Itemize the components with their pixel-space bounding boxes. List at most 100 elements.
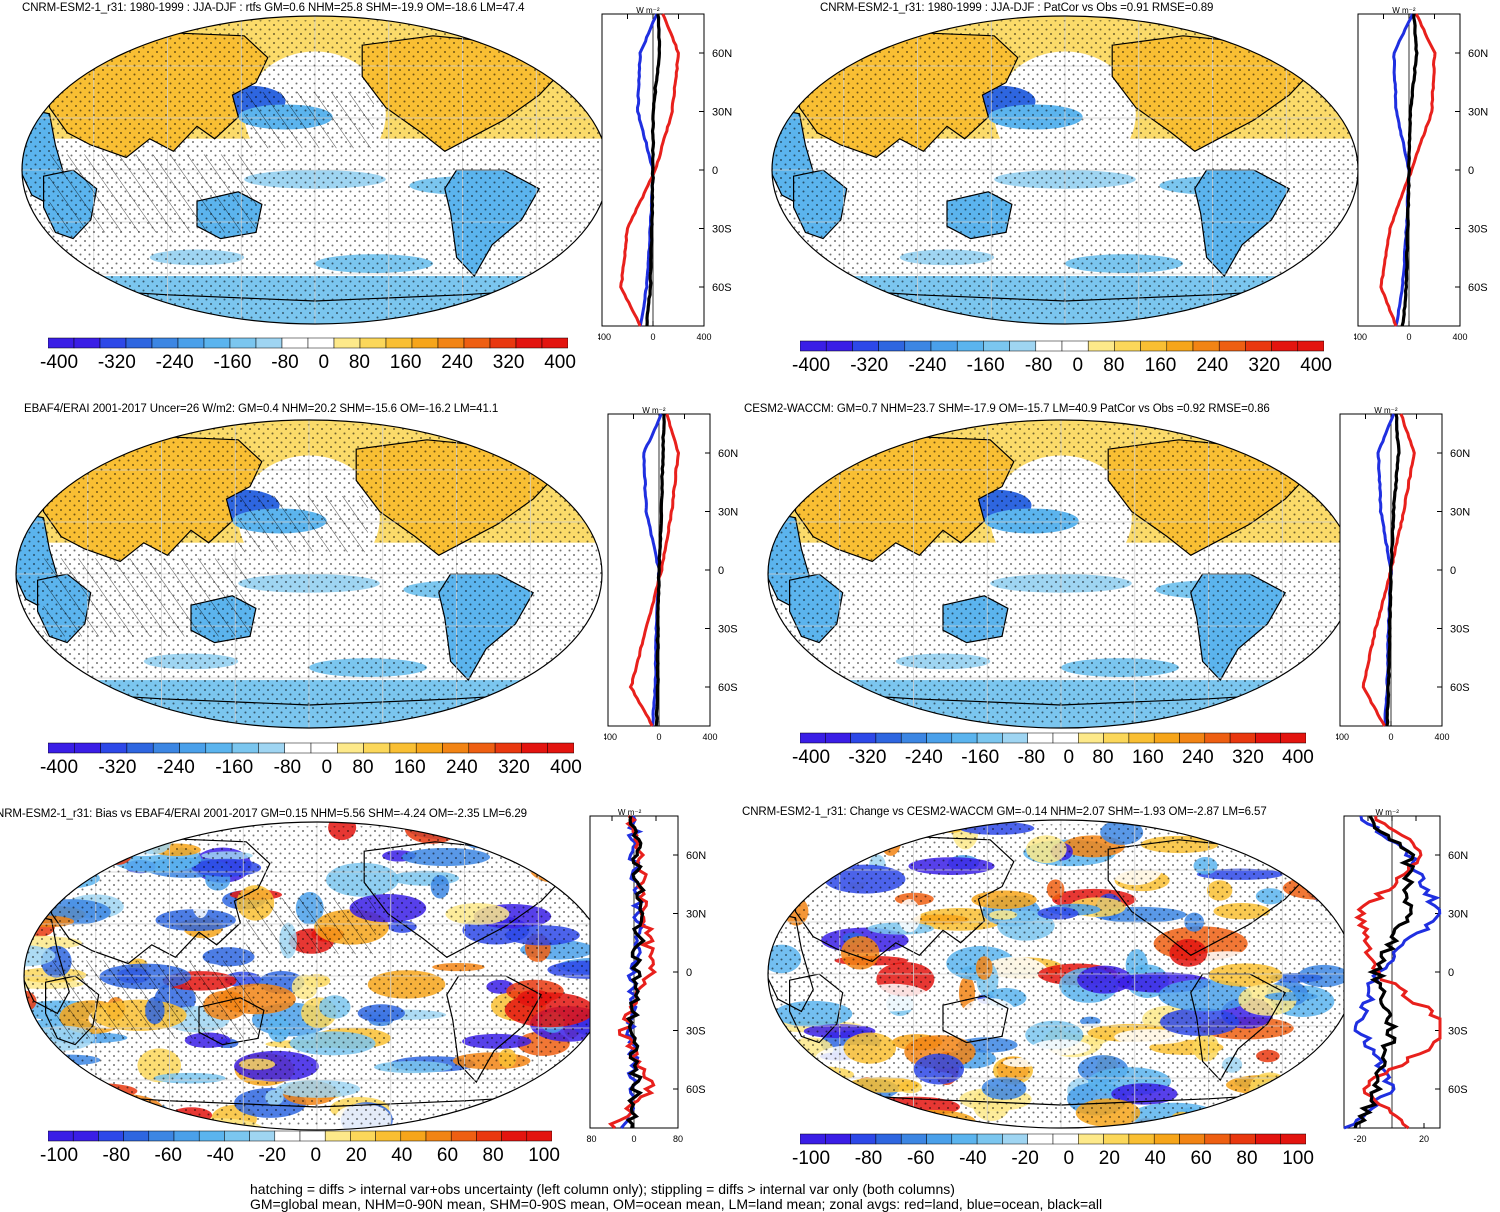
- zonal-x-tick-label: 0: [1406, 332, 1411, 342]
- colorbar-swatch: [800, 340, 827, 352]
- colorbar-swatch: [825, 1133, 851, 1145]
- panel-title: NRM-ESM2-1_r31: Bias vs EBAF4/ERAI 2001-…: [0, 808, 527, 820]
- colorbar-swatch: [359, 337, 387, 349]
- panel-title: CNRM-ESM2-1_r31: Change vs CESM2-WACCM G…: [742, 806, 1267, 818]
- zonal-average-plot: W m⁻² 60N 30N 0 30S 60S -20 20: [1343, 808, 1468, 1144]
- zonal-lat-label: 30S: [686, 1026, 706, 1038]
- colorbar-labels: -100 -80 -60 -40 -20 0 20 40 60 80 100: [40, 1145, 560, 1167]
- colorbar-swatch: [258, 742, 285, 754]
- zonal-lat-label: 60S: [718, 682, 738, 694]
- colorbar-swatch: [411, 337, 439, 349]
- colorbar-swatch: [1153, 732, 1180, 744]
- zonal-lat-label: 0: [1450, 565, 1456, 577]
- colorbar-labels: -100 -80 -60 -40 -20 0 20 40 60 80 100: [792, 1148, 1314, 1170]
- colorbar-swatch: [151, 337, 179, 349]
- colorbar-label: 320: [1232, 747, 1264, 768]
- colorbar-swatch: [1087, 340, 1115, 352]
- colorbar-swatch: [800, 732, 826, 744]
- colorbar-swatch: [148, 1130, 175, 1142]
- colorbar-swatch: [976, 732, 1003, 744]
- colorbar-swatch: [126, 742, 154, 754]
- colorbar-swatch: [800, 1133, 826, 1145]
- colorbar-swatch: [476, 1130, 502, 1142]
- colorbar-swatch: [324, 1130, 351, 1142]
- colorbar-swatch: [463, 337, 491, 349]
- zonal-x-tick-label: 0: [650, 332, 655, 342]
- colorbar-label: 0: [1063, 1148, 1075, 1169]
- colorbar-swatch: [515, 337, 543, 349]
- colorbar-swatch: [1245, 340, 1272, 352]
- colorbar-label: -400: [792, 355, 831, 376]
- zonal-average-plot: W m⁻² 60N 30N 0 30S 60S -80 0 80: [586, 808, 706, 1144]
- colorbar-swatch: [450, 1130, 477, 1142]
- colorbar-swatch: [177, 337, 205, 349]
- zonal-x-tick-label: 400: [696, 332, 711, 342]
- colorbar-label: 400: [1300, 355, 1332, 376]
- colorbar-label: -320: [98, 757, 137, 778]
- colorbar-labels: -400 -320 -240 -160 -80 0 80 160 240 320 400: [792, 747, 1314, 769]
- colorbar-label: 160: [1131, 747, 1164, 768]
- map-plot: [771, 15, 1359, 325]
- colorbar-swatch: [1103, 1133, 1130, 1145]
- zonal-land-line: [619, 13, 680, 327]
- colorbar-swatch: [437, 337, 465, 349]
- colorbar-swatch: [1192, 340, 1220, 352]
- colorbar-swatch: [179, 742, 207, 754]
- zonal-lat-label: 60N: [1450, 448, 1470, 460]
- colorbar-label: 80: [348, 352, 370, 373]
- zonal-lat-label: 30N: [1468, 107, 1488, 119]
- colorbar-swatch: [173, 1130, 200, 1142]
- colorbar-label: -60: [906, 1148, 935, 1169]
- colorbar-label: -100: [40, 1145, 79, 1166]
- colorbar-label: 0: [321, 757, 333, 778]
- zonal-all-line: [645, 13, 662, 327]
- colorbar-swatch: [385, 337, 413, 349]
- colorbar-labels: -400 -320 -240 -160 -80 0 80 160 240 320 400: [40, 352, 576, 374]
- colorbar-swatch: [1078, 732, 1104, 744]
- zonal-lat-label: 60S: [686, 1084, 706, 1096]
- colorbar-swatch: [875, 1133, 902, 1145]
- zonal-all-line: [654, 413, 666, 727]
- colorbar-swatch: [205, 742, 233, 754]
- colorbar-swatch: [930, 340, 958, 352]
- colorbar-label: 100: [1282, 1148, 1314, 1169]
- colorbar-swatch: [203, 337, 231, 349]
- colorbar-swatch: [983, 340, 1010, 352]
- colorbar-label: -100: [792, 1148, 831, 1169]
- colorbar-label: 160: [393, 757, 426, 778]
- zonal-lat-label: 30N: [686, 909, 706, 921]
- zonal-unit-label: W m⁻²: [1392, 6, 1416, 15]
- colorbar-swatch: [48, 337, 75, 349]
- colorbar-label: -160: [213, 352, 252, 373]
- zonal-lat-label: 30S: [1468, 224, 1488, 236]
- colorbar-label: -240: [155, 352, 194, 373]
- colorbar-swatch: [400, 1130, 427, 1142]
- colorbar-label: -320: [848, 747, 887, 768]
- colorbar-label: 60: [1190, 1148, 1212, 1169]
- footer-line-2: GM=global mean, NHM=0-90N mean, SHM=0-90…: [250, 1196, 1103, 1212]
- zonal-x-tick-label: 0: [1388, 732, 1393, 742]
- colorbar-label: 240: [1196, 355, 1229, 376]
- colorbar-swatch: [852, 340, 879, 352]
- colorbar-label: -320: [97, 352, 136, 373]
- colorbar-label: 0: [310, 1145, 322, 1166]
- zonal-lat-label: 30S: [712, 224, 732, 236]
- colorbar-swatch: [1255, 1133, 1281, 1145]
- colorbar-swatch: [1128, 732, 1155, 744]
- colorbar-label: -400: [40, 757, 79, 778]
- colorbar-swatch: [900, 732, 927, 744]
- colorbar-label: 400: [550, 757, 582, 778]
- colorbar-label: -160: [215, 757, 254, 778]
- zonal-lat-label: 60N: [718, 448, 738, 460]
- panel-title: EBAF4/ERAI 2001-2017 Uncer=26 W/m2: GM=0…: [24, 403, 499, 415]
- map-plot: [21, 15, 609, 325]
- colorbar-label: -60: [154, 1145, 182, 1166]
- map-field: [772, 16, 1358, 324]
- colorbar-label: 240: [1182, 747, 1214, 768]
- colorbar-swatch: [926, 1133, 953, 1145]
- colorbar-label: 80: [1092, 747, 1114, 768]
- zonal-x-tick-label: 400: [702, 732, 717, 742]
- colorbar-swatch: [1052, 732, 1079, 744]
- colorbar: [800, 1133, 1306, 1145]
- colorbar-swatch: [850, 732, 877, 744]
